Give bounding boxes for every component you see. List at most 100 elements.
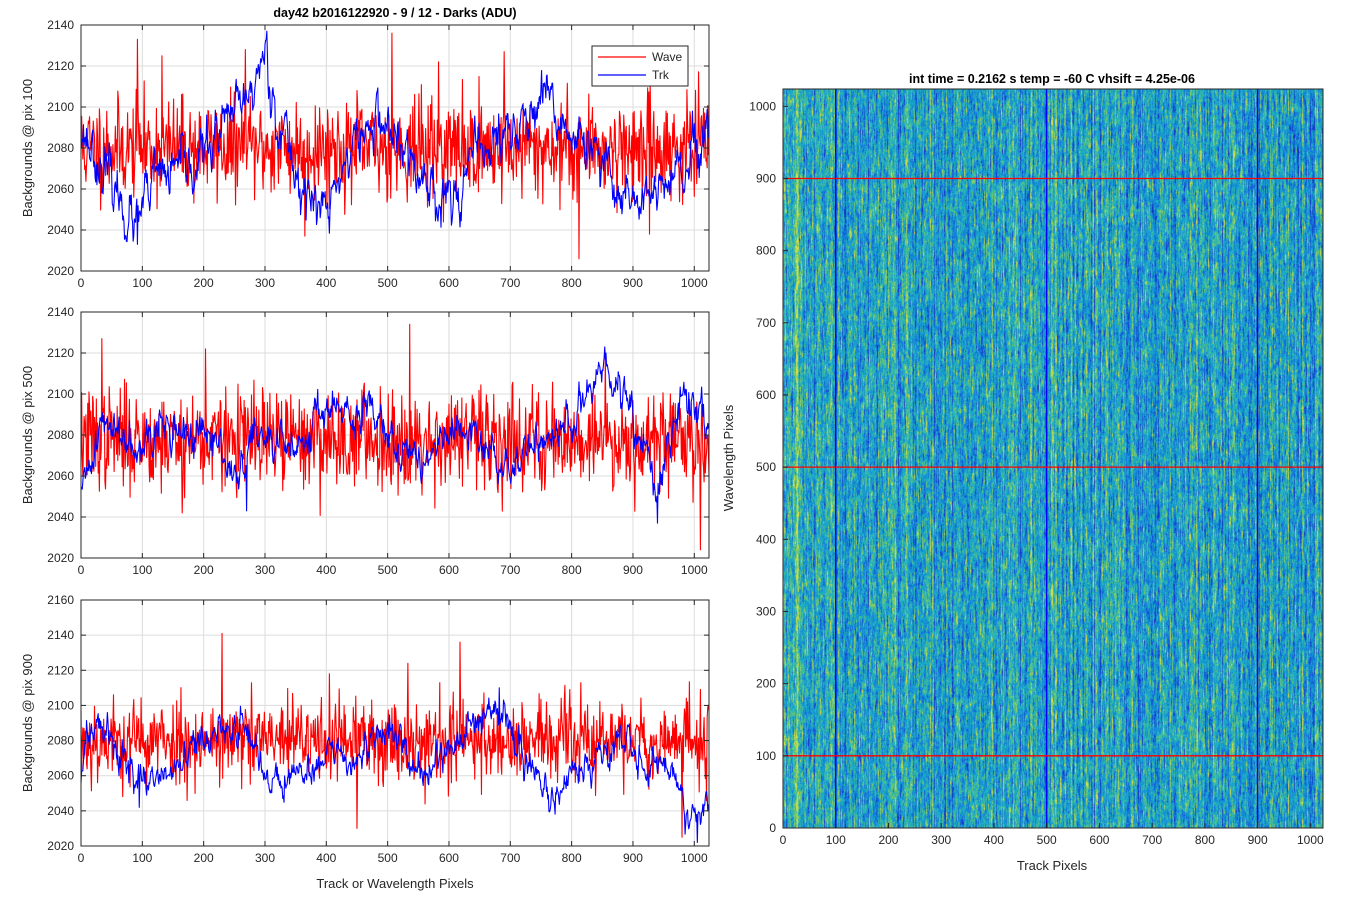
tick-labels: 0 100 200 300 400 500 600 700 800 900 1000 2020 2040… <box>47 305 709 577</box>
x-tick-label: 100 <box>132 563 152 577</box>
x-tick-label: 800 <box>562 563 582 577</box>
data-lines <box>80 323 710 551</box>
x-tick-label: 500 <box>1037 833 1057 847</box>
y-tick-label: 2120 <box>47 59 74 73</box>
x-tick-label: 1000 <box>681 851 708 865</box>
x-tick-label: 0 <box>78 851 85 865</box>
x-tick-label: 0 <box>78 563 85 577</box>
x-tick-label: 1000 <box>681 276 708 290</box>
y-tick-label: 2100 <box>47 387 74 401</box>
y-tick-label: 2120 <box>47 346 74 360</box>
legend-entry-trk: Trk <box>652 68 670 82</box>
y-tick-label: 2140 <box>47 628 74 642</box>
y-tick-label: 800 <box>756 244 776 258</box>
legend-box <box>591 45 689 87</box>
y-tick-label: 2040 <box>47 804 74 818</box>
x-tick-label: 900 <box>623 563 643 577</box>
y-tick-label: 2020 <box>47 839 74 853</box>
x-tick-label: 800 <box>1195 833 1215 847</box>
y-tick-label: 2160 <box>47 593 74 607</box>
series-trk <box>80 30 710 245</box>
panel-heatmap: int time = 0.2162 s temp = -60 C vhsift … <box>721 72 1324 873</box>
y-axis-label: Wavelength Pixels <box>721 404 736 511</box>
panel-pix-100: 0 100 200 300 400 500 600 700 800 900 1000 2020 2040… <box>20 18 710 290</box>
y-tick-label: 2080 <box>47 428 74 442</box>
y-tick-label: 2140 <box>47 305 74 319</box>
legend-entry-wave: Wave <box>652 50 683 64</box>
y-axis-label: Backgrounds @ pix 500 <box>20 366 35 504</box>
x-axis-label: Track or Wavelength Pixels <box>316 876 474 891</box>
x-tick-label: 900 <box>623 851 643 865</box>
panel-pix-900: 0 100 200 300 400 500 600 700 800 900 1000 2020 2040… <box>20 593 710 865</box>
panel-pix-500: 0 100 200 300 400 500 600 700 800 900 1000 2020 2040… <box>20 305 710 577</box>
x-tick-label: 400 <box>316 851 336 865</box>
y-tick-label: 2020 <box>47 551 74 565</box>
x-tick-label: 700 <box>500 851 520 865</box>
x-tick-label: 900 <box>623 276 643 290</box>
y-tick-label: 2060 <box>47 769 74 783</box>
tick-labels: 0 100 200 300 400 500 600 700 800 900 1000 0 100 200 3… <box>749 99 1324 847</box>
y-tick-label: 600 <box>756 388 776 402</box>
heatmap-title: int time = 0.2162 s temp = -60 C vhsift … <box>909 72 1195 86</box>
series-wave <box>80 632 710 838</box>
x-tick-label: 200 <box>878 833 898 847</box>
x-axis-label: Track Pixels <box>1017 858 1088 873</box>
x-tick-label: 400 <box>316 276 336 290</box>
data-lines <box>80 632 710 844</box>
y-tick-label: 0 <box>769 821 776 835</box>
x-tick-label: 1000 <box>1297 833 1324 847</box>
y-tick-label: 2060 <box>47 182 74 196</box>
x-tick-label: 400 <box>984 833 1004 847</box>
legend: Wave Trk <box>591 45 689 87</box>
x-tick-label: 1000 <box>681 563 708 577</box>
heatmap-image <box>783 89 1323 828</box>
x-tick-label: 700 <box>1142 833 1162 847</box>
x-tick-label: 700 <box>500 276 520 290</box>
y-tick-label: 2040 <box>47 510 74 524</box>
y-tick-label: 2080 <box>47 734 74 748</box>
x-tick-label: 400 <box>316 563 336 577</box>
x-tick-label: 600 <box>439 276 459 290</box>
y-tick-label: 2120 <box>47 663 74 677</box>
y-tick-label: 2100 <box>47 698 74 712</box>
tick-labels: 0 100 200 300 400 500 600 700 800 900 1000 2020 2040… <box>47 18 709 290</box>
x-tick-label: 700 <box>500 563 520 577</box>
y-tick-label: 2080 <box>47 141 74 155</box>
x-tick-label: 600 <box>1089 833 1109 847</box>
axes-box <box>782 88 1324 829</box>
x-tick-label: 300 <box>255 563 275 577</box>
series-trk <box>80 687 710 844</box>
cut-lines <box>783 89 1323 828</box>
x-tick-label: 200 <box>194 563 214 577</box>
axes-box <box>80 599 710 847</box>
x-tick-label: 200 <box>194 851 214 865</box>
x-tick-label: 800 <box>562 276 582 290</box>
y-tick-label: 300 <box>756 604 776 618</box>
y-tick-label: 100 <box>756 749 776 763</box>
x-tick-label: 800 <box>562 851 582 865</box>
x-tick-label: 500 <box>378 851 398 865</box>
x-tick-label: 100 <box>826 833 846 847</box>
y-tick-label: 2100 <box>47 100 74 114</box>
x-tick-label: 300 <box>931 833 951 847</box>
y-tick-label: 2140 <box>47 18 74 32</box>
series-wave <box>80 323 710 551</box>
tick-labels: 0 100 200 300 400 500 600 700 800 900 1000 2020 2040… <box>47 593 709 865</box>
x-tick-label: 600 <box>439 851 459 865</box>
y-axis-label: Backgrounds @ pix 100 <box>20 79 35 217</box>
y-axis-label: Backgrounds @ pix 900 <box>20 654 35 792</box>
x-tick-label: 0 <box>780 833 787 847</box>
x-tick-label: 500 <box>378 276 398 290</box>
x-tick-label: 200 <box>194 276 214 290</box>
y-tick-label: 2040 <box>47 223 74 237</box>
y-tick-label: 2060 <box>47 469 74 483</box>
x-tick-label: 500 <box>378 563 398 577</box>
y-tick-label: 200 <box>756 677 776 691</box>
x-tick-label: 900 <box>1248 833 1268 847</box>
x-tick-label: 100 <box>132 851 152 865</box>
y-tick-label: 400 <box>756 532 776 546</box>
x-tick-label: 600 <box>439 563 459 577</box>
y-tick-label: 900 <box>756 171 776 185</box>
y-tick-label: 1000 <box>749 99 776 113</box>
